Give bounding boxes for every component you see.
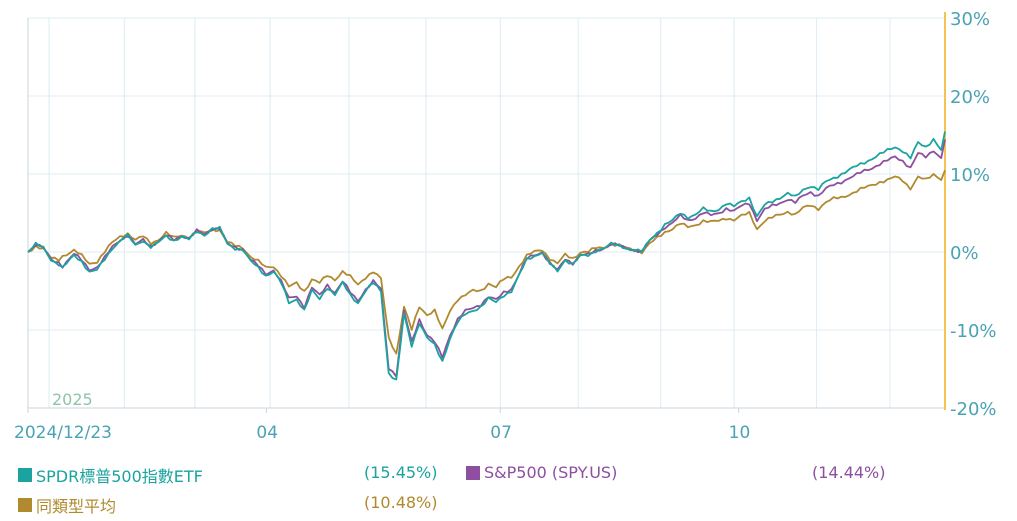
performance-chart: 30% 20% 10% 0% -10% -20% 2024/12/23 04 07 10 2025: [14, 9, 997, 443]
x-tick-label: 10: [729, 423, 751, 443]
y-tick-label: -20%: [950, 399, 997, 420]
legend-swatch-sp500: [466, 465, 480, 480]
legend-peer[interactable]: 同類型平均: [18, 493, 116, 517]
legend-value-peer: (10.48%): [364, 493, 438, 512]
y-tick-label: 20%: [950, 87, 990, 108]
legend-sp500[interactable]: S&P500 (SPY.US): [466, 463, 617, 482]
series-line-peer: [27, 169, 946, 355]
y-tick-label: -10%: [950, 321, 997, 342]
legend-swatch-spdr: [18, 468, 32, 482]
legend-spdr[interactable]: SPDR標普500指數ETF: [18, 463, 203, 487]
legend-label-sp500: S&P500 (SPY.US): [484, 463, 618, 482]
legend-label-peer: 同類型平均: [36, 497, 117, 516]
legend-label-spdr: SPDR標普500指數ETF: [36, 467, 203, 486]
legend-value-spdr: (15.45%): [364, 463, 438, 482]
series-line-sp500: [27, 139, 946, 378]
x-tick-label: 04: [256, 423, 278, 443]
year-label: 2025: [52, 390, 93, 409]
x-tick-label: 07: [490, 423, 512, 443]
legend-value-sp500: (14.44%): [812, 463, 886, 482]
y-tick-label: 30%: [950, 9, 990, 30]
x-tick-label: 2024/12/23: [14, 423, 112, 443]
y-tick-label: 0%: [950, 243, 979, 264]
legend-swatch-peer: [18, 498, 32, 512]
y-tick-label: 10%: [950, 165, 990, 186]
series-line-spdr: [27, 131, 946, 381]
